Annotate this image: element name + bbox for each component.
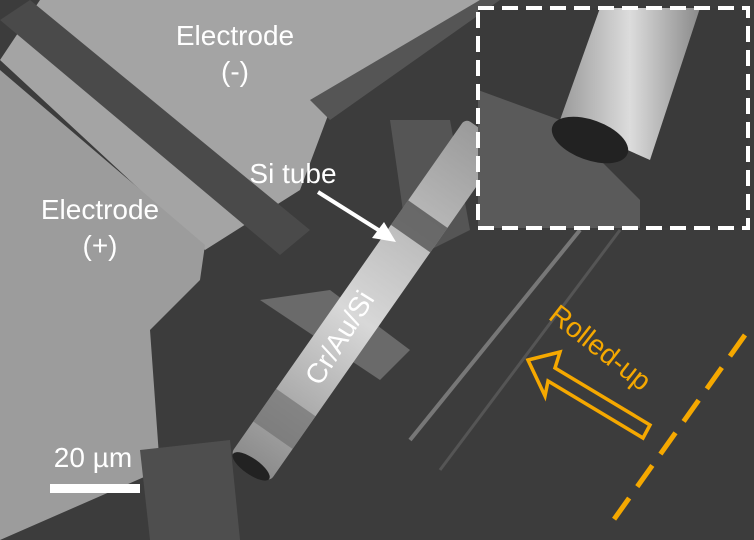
bottom-pad	[140, 440, 240, 540]
si-tube-label: Si tube	[249, 158, 337, 189]
electrode-negative-text: Electrode	[175, 20, 295, 51]
si-tube	[232, 120, 503, 481]
trench-line-2	[438, 229, 622, 471]
electrode-positive-text: Electrode	[40, 194, 160, 225]
inset	[476, 6, 750, 230]
trench-line	[408, 228, 582, 442]
rolled-up-arrow	[525, 349, 653, 441]
si-tube-arrow-head	[372, 222, 396, 242]
electrode-positive-label: Electrode (+)	[30, 192, 170, 264]
electrode-negative-label: Electrode (-)	[165, 18, 305, 90]
scale-bar-label: 20 µm	[53, 442, 133, 473]
electrode-negative	[0, 0, 480, 250]
si-tube-arrow	[316, 190, 390, 238]
electrode-positive	[0, 70, 205, 540]
electrode-negative-sign: (-)	[221, 56, 249, 87]
pad-upper	[310, 0, 500, 120]
gap-strip	[0, 0, 310, 255]
electrode-positive-sign: (+)	[82, 230, 118, 261]
scale-bar	[50, 484, 140, 493]
